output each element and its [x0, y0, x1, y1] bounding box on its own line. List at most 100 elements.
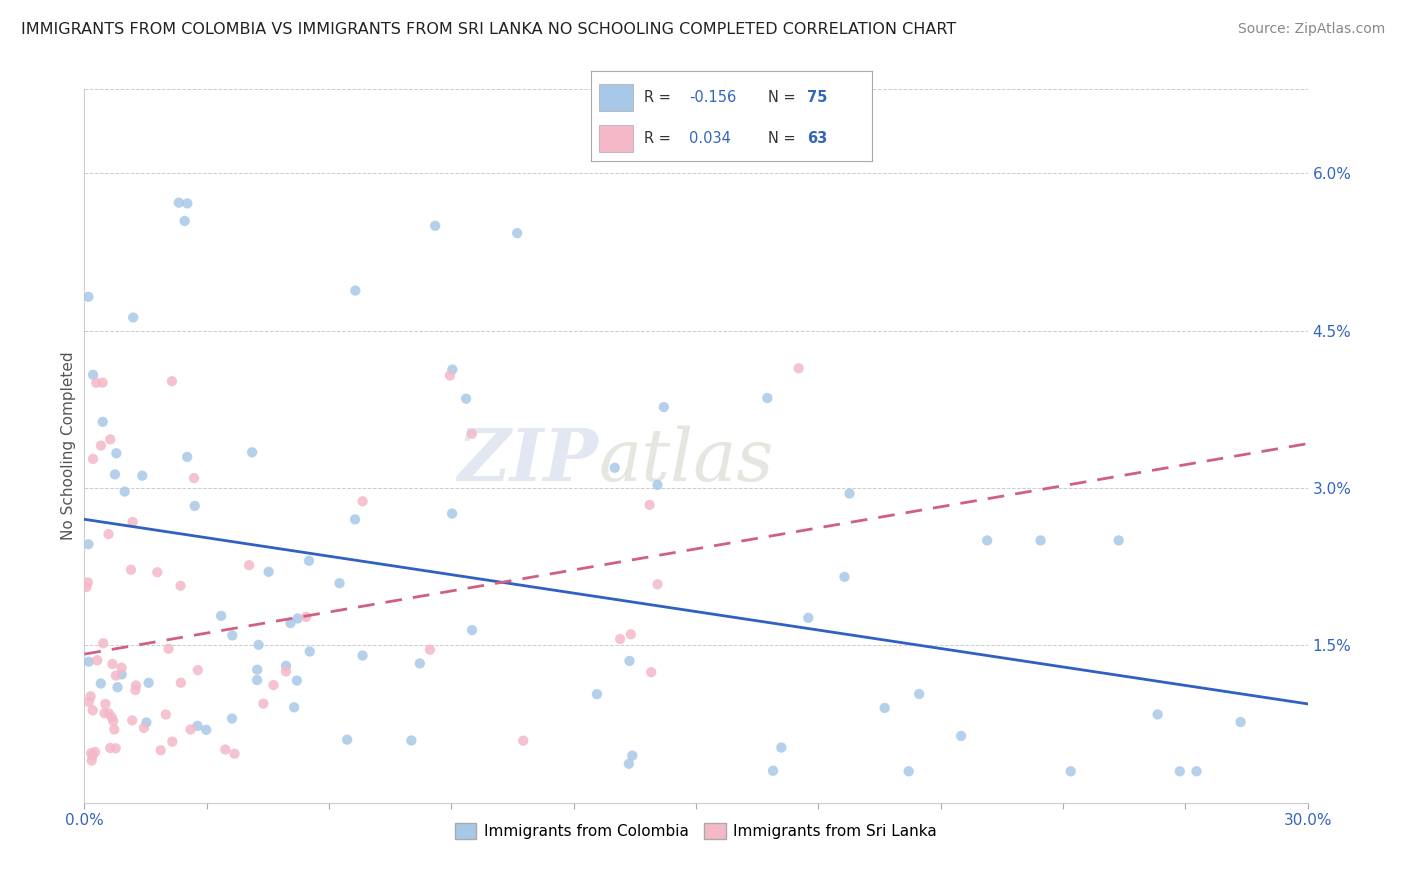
Point — [120, 563, 142, 577]
Point — [1060, 764, 1083, 779]
Point — [149, 743, 172, 757]
Point — [647, 478, 669, 492]
Point — [797, 611, 820, 625]
Point — [104, 741, 127, 756]
Point — [897, 764, 920, 779]
Point — [401, 733, 423, 747]
Point — [221, 628, 243, 642]
Point — [82, 451, 104, 466]
Point — [79, 690, 101, 704]
Point — [155, 707, 177, 722]
Point — [352, 648, 374, 663]
Point — [647, 577, 669, 591]
Point — [787, 361, 810, 376]
Point — [132, 721, 155, 735]
Point — [246, 663, 269, 677]
Point — [77, 575, 100, 590]
Point — [328, 576, 350, 591]
Point — [167, 195, 190, 210]
Point — [131, 468, 153, 483]
Point — [91, 415, 114, 429]
Point — [834, 570, 856, 584]
Point — [274, 665, 297, 679]
Point — [336, 732, 359, 747]
Point — [1185, 764, 1208, 779]
Point — [75, 580, 97, 594]
Point — [283, 700, 305, 714]
Point — [125, 678, 148, 692]
Point — [419, 642, 441, 657]
Point — [1108, 533, 1130, 548]
Point — [84, 745, 107, 759]
Point — [908, 687, 931, 701]
Point — [603, 460, 626, 475]
Point — [762, 764, 785, 778]
Point — [104, 467, 127, 482]
Point — [506, 226, 529, 240]
Point — [409, 657, 432, 671]
FancyBboxPatch shape — [599, 125, 633, 152]
Point — [77, 655, 100, 669]
Point — [80, 746, 103, 760]
Point — [105, 446, 128, 460]
Point — [617, 756, 640, 771]
Legend: Immigrants from Colombia, Immigrants from Sri Lanka: Immigrants from Colombia, Immigrants fro… — [449, 817, 943, 845]
Point — [180, 723, 202, 737]
Point — [652, 400, 675, 414]
Point — [86, 653, 108, 667]
Point — [114, 484, 136, 499]
Point — [121, 515, 143, 529]
Y-axis label: No Schooling Completed: No Schooling Completed — [60, 351, 76, 541]
Point — [285, 673, 308, 688]
Point — [1229, 714, 1251, 729]
Point — [298, 554, 321, 568]
Point — [756, 391, 779, 405]
Point — [176, 196, 198, 211]
Point — [838, 486, 860, 500]
Point — [456, 392, 478, 406]
Point — [638, 498, 661, 512]
Text: N =: N = — [768, 90, 800, 104]
Point — [287, 611, 309, 625]
Point — [84, 376, 107, 390]
Point — [82, 748, 104, 763]
Point — [138, 675, 160, 690]
Point — [186, 719, 208, 733]
Point — [82, 368, 104, 382]
Point — [103, 714, 125, 728]
Point — [240, 445, 263, 459]
Point — [82, 703, 104, 717]
Text: atlas: atlas — [598, 425, 773, 496]
Point — [224, 747, 246, 761]
Point — [162, 734, 184, 748]
Point — [176, 450, 198, 464]
Point — [298, 644, 321, 658]
Point — [1146, 707, 1168, 722]
Point — [91, 376, 114, 390]
Point — [170, 675, 193, 690]
Point — [461, 623, 484, 637]
Point — [157, 641, 180, 656]
Point — [124, 683, 146, 698]
Point — [770, 740, 793, 755]
Point — [221, 712, 243, 726]
Point — [620, 627, 643, 641]
Point — [441, 507, 464, 521]
Point — [80, 754, 103, 768]
Point — [104, 668, 127, 682]
Text: R =: R = — [644, 90, 675, 104]
Point — [1029, 533, 1052, 548]
Point — [1168, 764, 1191, 779]
Point — [98, 433, 121, 447]
Point — [169, 579, 191, 593]
Point — [184, 499, 207, 513]
Point — [609, 632, 631, 646]
FancyBboxPatch shape — [599, 84, 633, 111]
Point — [97, 527, 120, 541]
Text: -0.156: -0.156 — [689, 90, 737, 104]
Point — [77, 695, 100, 709]
Point — [976, 533, 998, 548]
Point — [93, 706, 115, 721]
Text: 63: 63 — [807, 131, 827, 145]
Text: 75: 75 — [807, 90, 827, 104]
